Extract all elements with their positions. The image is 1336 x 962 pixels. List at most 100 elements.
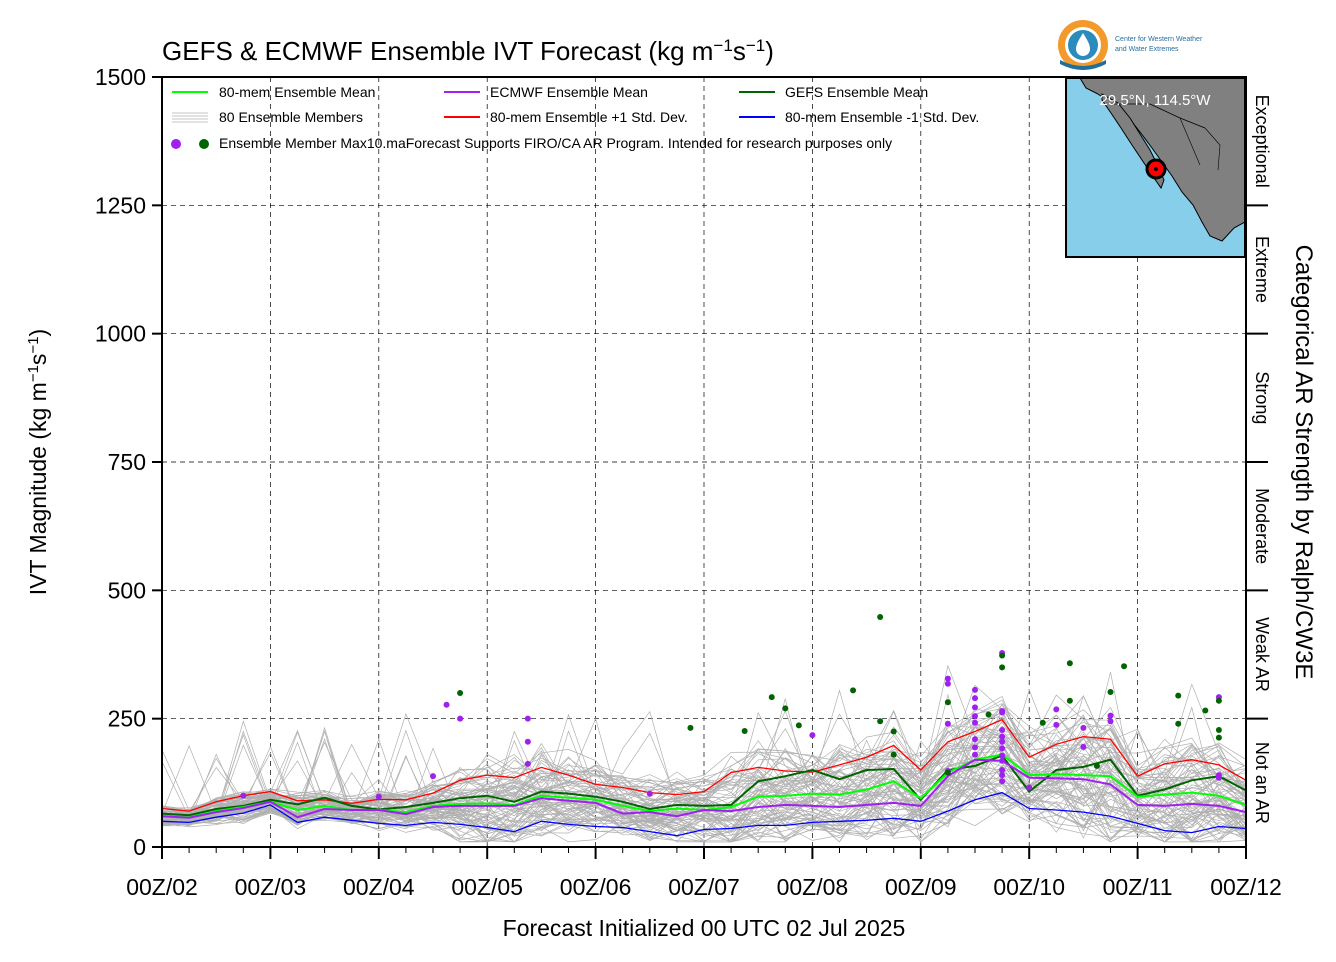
x-tick-label: 00Z/02 [126,874,198,900]
gefs-max-marker [1175,692,1182,699]
inset-land [1079,77,1246,242]
gefs-max-marker [1215,734,1222,741]
gefs-max-marker [1215,726,1222,733]
gefs-max-marker [687,724,694,731]
ecmwf-max-marker [240,792,247,799]
gefs-max-marker [1066,697,1073,704]
ecmwf-max-marker [999,709,1006,716]
ecmwf-max-marker [999,738,1006,745]
legend-swatch-members [172,112,208,123]
ensemble-member-line [161,729,1247,832]
gefs-max-marker [1107,688,1114,695]
y-tick-label: 250 [108,706,146,732]
ecmwf-max-marker [972,713,978,720]
gefs-max-marker [768,694,775,701]
ecmwf-max-marker [944,720,951,727]
legend-label-max-markers: Ensemble Member Max10.maForecast Support… [219,135,892,151]
inset-border-line [1110,103,1206,129]
category-label: Extreme [1252,236,1272,303]
legend-label-gefs-mean: GEFS Ensemble Mean [785,84,928,100]
ecmwf-max-marker [972,695,978,702]
ecmwf-max-marker [999,757,1006,764]
chart-title: GEFS & ECMWF Ensemble IVT Forecast (kg m… [162,36,774,67]
legend-marker-gefs [199,139,209,149]
ecmwf-max-marker [1053,706,1060,713]
ecmwf-max-marker [646,790,653,797]
ensemble-member-line [161,762,1247,843]
x-axis-title: Forecast Initialized 00 UTC 02 Jul 2025 [503,915,906,941]
ecmwf-max-marker [972,686,978,693]
ecmwf-max-marker [524,738,531,745]
ecmwf-max-marker [524,715,531,722]
legend-marker-ecmwf [171,139,181,149]
gefs-max-marker [850,687,857,694]
category-label: Exceptional [1252,95,1272,188]
inset-frame [1065,77,1246,258]
y-tick-label: 0 [133,834,146,860]
ensemble-member-line [161,689,1247,813]
gefs-max-marker [1175,720,1182,727]
x-tick-label: 00Z/06 [560,874,632,900]
legend-label-ecmwf-mean: ECMWF Ensemble Mean [490,84,648,100]
gefs-max-marker [1202,707,1209,714]
ensemble-member-line [161,730,1247,843]
gefs-max-marker [741,727,748,734]
ecmwf-max-marker [999,778,1006,785]
x-tick-label: 00Z/11 [1103,874,1173,900]
gefs-max-marker [457,690,464,696]
ecmwf-max-marker [375,793,382,800]
x-tick-label: 00Z/12 [1210,874,1282,900]
x-tick-label: 00Z/05 [451,874,523,900]
ecmwf-max-marker [999,752,1006,759]
category-axis: Not an AR Weak AR Moderate Strong Extreme Exc… [1246,95,1272,824]
ensemble-member-line [161,737,1247,843]
x-tick-label: 00Z/04 [343,874,415,900]
series-line-80-mem-ensemble-1-std-dev- [161,791,1247,837]
category-label: Moderate [1252,488,1272,564]
gefs-max-marker [890,728,897,735]
gefs-max-marker [1121,663,1128,670]
ecmwf-max-marker [524,760,531,767]
gefs-max-marker [1039,719,1046,726]
y-tick-label: 750 [108,449,146,475]
cw3e-logo: Center for Western Weather and Water Ext… [1058,20,1203,70]
ecmwf-max-marker [944,675,951,682]
ecmwf-max-marker [430,773,436,780]
ensemble-member-line [161,696,1247,815]
y-tick-label: 1000 [95,321,146,347]
ecmwf-max-marker [1107,718,1114,725]
gefs-max-marker [1215,697,1222,704]
ensemble-member-line [161,717,1247,820]
ensemble-member-line [161,753,1247,843]
logo-text-line1: Center for Western Weather [1115,36,1203,43]
x-tick-label: 00Z/09 [885,874,957,900]
gefs-max-marker [1093,762,1100,769]
inset-state-line [1179,117,1221,171]
ecmwf-max-marker [999,726,1006,733]
inset-coord-label: 29.5°N, 114.5°W [1100,92,1212,109]
ecmwf-max-marker [972,719,978,726]
x-axis: 00Z/02 00Z/03 00Z/04 00Z/05 00Z/06 00Z/07 00Z/… [126,847,1282,900]
category-label: Strong [1252,371,1272,424]
ecmwf-max-marker [457,715,464,722]
ecmwf-max-marker [999,733,1006,740]
gefs-max-marker [795,722,802,729]
y-tick-label: 500 [108,577,146,603]
ensemble-member-line [161,704,1247,810]
gefs-max-marker [999,664,1006,671]
x-tick-label: 00Z/08 [777,874,849,900]
legend-label-ensemble-mean: 80-mem Ensemble Mean [219,84,375,100]
logo-text-line2: and Water Extremes [1115,46,1179,53]
x-tick-label: 00Z/03 [235,874,307,900]
series-lines [161,718,1247,837]
ecmwf-max-marker [809,732,816,739]
ecmwf-max-marker [999,745,1006,752]
ecmwf-max-marker [972,736,978,743]
series-line-gefs-ensemble-mean [161,754,1247,817]
gefs-max-marker [1066,660,1073,667]
max-markers [240,614,1222,800]
ecmwf-max-marker [1215,774,1222,781]
ecmwf-max-marker [944,680,951,687]
ecmwf-max-marker [1080,743,1087,750]
